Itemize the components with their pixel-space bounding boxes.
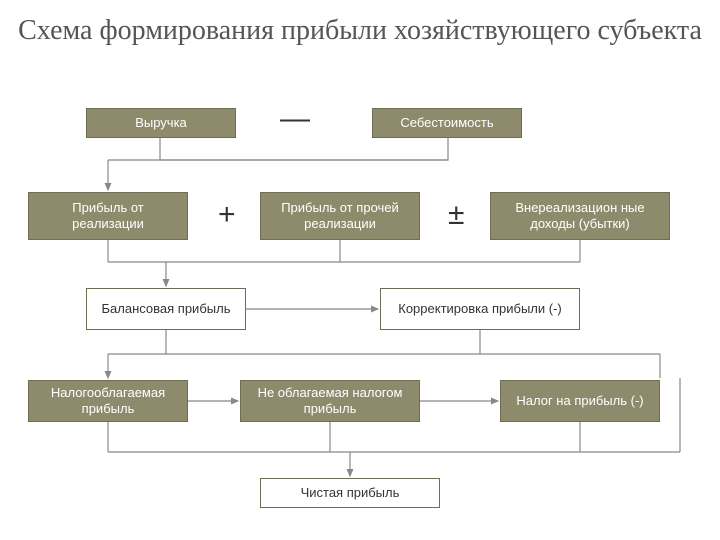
node-balance: Балансовая прибыль: [86, 288, 246, 330]
node-other-profit: Прибыль от прочей реализации: [260, 192, 420, 240]
label: Чистая прибыль: [301, 485, 400, 501]
op-minus: —: [280, 102, 310, 136]
node-tax: Налог на прибыль (-): [500, 380, 660, 422]
node-taxable: Налогооблагаемая прибыль: [28, 380, 188, 422]
label: Налог на прибыль (-): [516, 393, 643, 409]
label: Внереализацион ные доходы (убытки): [497, 200, 663, 231]
label: Выручка: [135, 115, 187, 131]
node-cost: Себестоимость: [372, 108, 522, 138]
label: Балансовая прибыль: [102, 301, 231, 317]
label: Себестоимость: [400, 115, 493, 131]
node-correction: Корректировка прибыли (-): [380, 288, 580, 330]
op-pm: ±: [448, 198, 464, 232]
label: Прибыль от прочей реализации: [267, 200, 413, 231]
label: Налогооблагаемая прибыль: [35, 385, 181, 416]
node-net: Чистая прибыль: [260, 478, 440, 508]
node-revenue: Выручка: [86, 108, 236, 138]
node-nonop: Внереализацион ные доходы (убытки): [490, 192, 670, 240]
label: Корректировка прибыли (-): [398, 301, 562, 317]
op-plus: +: [218, 198, 236, 232]
label: Прибыль от реализации: [35, 200, 181, 231]
node-nontaxable: Не облагаемая налогом прибыль: [240, 380, 420, 422]
connector-layer: [0, 0, 720, 540]
page-title: Схема формирования прибыли хозяйствующег…: [0, 0, 720, 48]
node-sales-profit: Прибыль от реализации: [28, 192, 188, 240]
label: Не облагаемая налогом прибыль: [247, 385, 413, 416]
